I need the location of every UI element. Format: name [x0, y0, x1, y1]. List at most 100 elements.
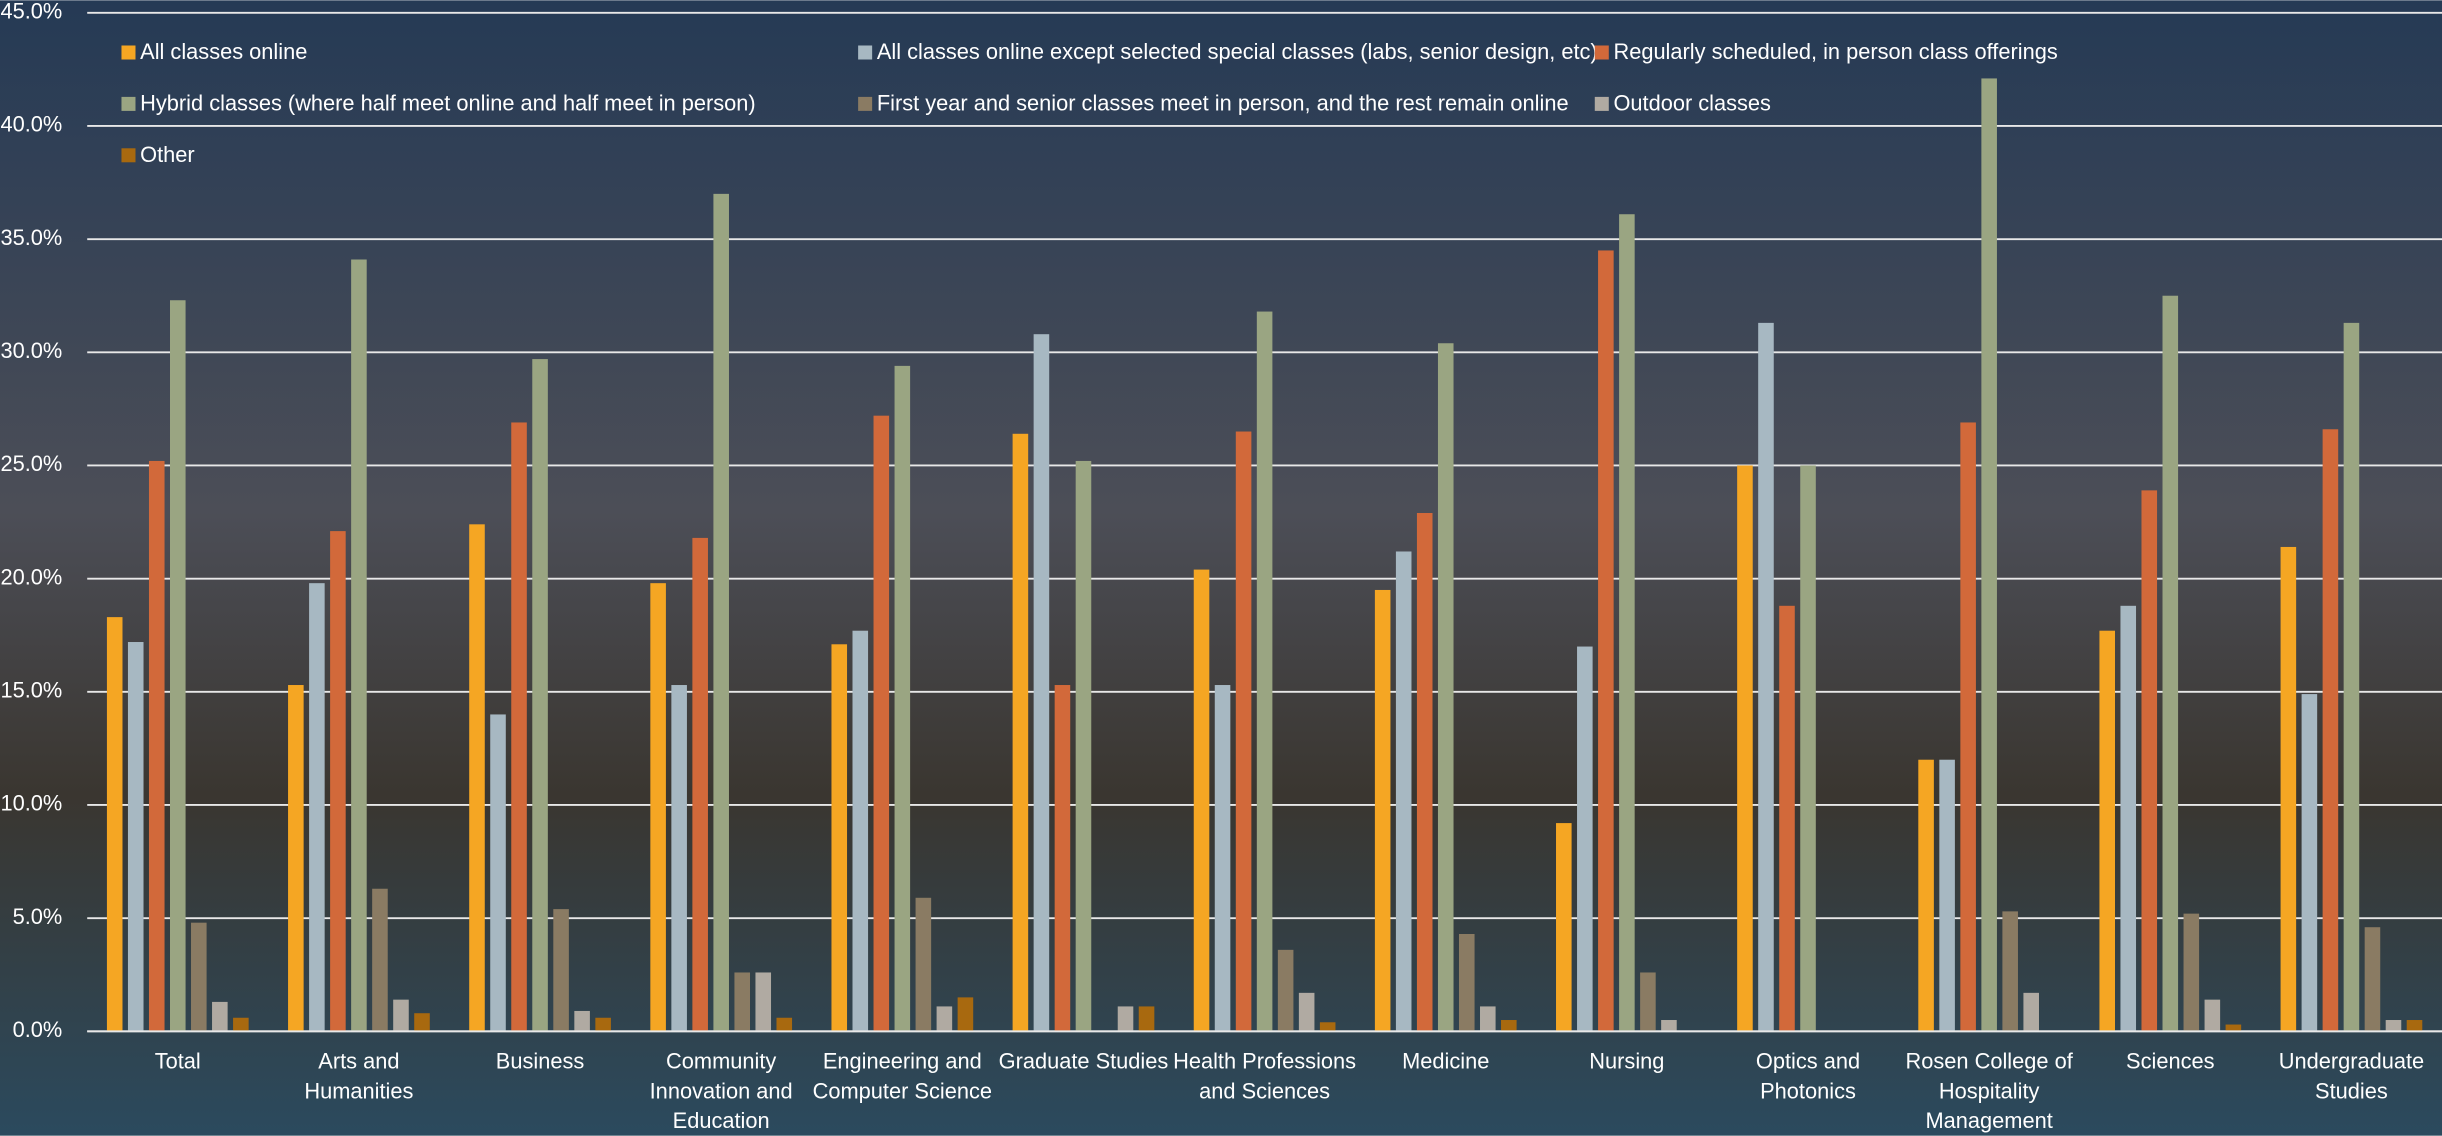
- bar: [511, 422, 527, 1032]
- bar: [1033, 334, 1050, 1032]
- bar: [1556, 823, 1572, 1032]
- bar: [1374, 589, 1391, 1032]
- x-tick-label-box: Arts and Humanities: [304, 1048, 413, 1103]
- x-tick-label: Engineering and Computer Science: [812, 1048, 992, 1103]
- bar: [1395, 551, 1412, 1032]
- legend-label: All classes online: [140, 39, 307, 64]
- bar: [490, 714, 506, 1032]
- bar: [2385, 1020, 2402, 1032]
- bar: [957, 997, 974, 1032]
- bar: [1661, 1020, 1677, 1032]
- bar: [2023, 992, 2039, 1032]
- bar: [1075, 460, 1092, 1032]
- bar: [1012, 433, 1029, 1032]
- bar: [191, 922, 207, 1032]
- x-tick-label-box: Graduate Studies: [999, 1048, 1169, 1073]
- bar: [1319, 1022, 1336, 1032]
- bar: [755, 972, 772, 1032]
- y-tick-label: 35.0%: [0, 225, 62, 250]
- bar: [831, 644, 848, 1032]
- bar: [372, 888, 388, 1032]
- bar: [1960, 422, 1976, 1032]
- bar: [1138, 1006, 1155, 1032]
- x-tick-label-box: Medicine: [1402, 1048, 1490, 1074]
- bar: [2183, 913, 2200, 1032]
- bar: [1981, 78, 1997, 1032]
- bar: [852, 630, 869, 1032]
- bar: [2120, 605, 2137, 1032]
- bar: [936, 1006, 953, 1032]
- bar: [1256, 311, 1273, 1032]
- bar: [873, 415, 890, 1032]
- y-tick-label: 15.0%: [0, 678, 62, 703]
- x-tick-label: Community Innovation and Education: [649, 1048, 793, 1133]
- bar: [1416, 513, 1433, 1032]
- bar: [1277, 949, 1294, 1032]
- bar: [2141, 490, 2158, 1032]
- bar: [127, 642, 144, 1032]
- y-tick-label: 5.0%: [13, 904, 63, 929]
- bar: [1235, 431, 1252, 1032]
- bar: [1918, 759, 1934, 1032]
- bar: [2162, 295, 2179, 1032]
- bar: [1501, 1020, 1517, 1032]
- x-tick-label-box: Nursing: [1589, 1048, 1665, 1074]
- bar: [2280, 546, 2297, 1032]
- bar: [1458, 933, 1475, 1032]
- x-tick-label: Sciences: [2126, 1048, 2215, 1074]
- x-tick-label-box: Engineering and Computer Science: [812, 1048, 992, 1103]
- bar: [1598, 250, 1614, 1032]
- bar: [1577, 646, 1593, 1032]
- legend-label: First year and senior classes meet in pe…: [877, 90, 1569, 115]
- bar: [309, 583, 325, 1032]
- bar: [553, 909, 569, 1032]
- legend-swatch: [858, 96, 873, 111]
- bar: [1298, 992, 1315, 1032]
- bar: [671, 685, 687, 1032]
- x-tick-label-box: Rosen College of Hospitality Management: [1906, 1048, 2073, 1132]
- bar: [2204, 999, 2221, 1032]
- bar: [148, 460, 165, 1032]
- legend-swatch: [121, 148, 136, 163]
- bar: [692, 537, 708, 1032]
- x-tick-label: Nursing: [1589, 1048, 1665, 1074]
- bar: [1117, 1006, 1134, 1032]
- bar: [650, 583, 666, 1032]
- y-tick-label: 10.0%: [0, 791, 62, 816]
- bar: [1737, 465, 1753, 1032]
- legend-label: Other: [140, 142, 195, 167]
- bar: [169, 300, 186, 1032]
- bar: [1779, 605, 1795, 1032]
- x-tick-label-box: Optics and Photonics: [1756, 1048, 1860, 1103]
- x-tick-label: Total: [154, 1048, 201, 1074]
- bar: [1214, 685, 1231, 1032]
- bar: [2322, 429, 2339, 1032]
- y-tick-label: 25.0%: [0, 451, 62, 476]
- bar: [1939, 759, 1955, 1032]
- bar: [1193, 569, 1210, 1032]
- bar: [1800, 465, 1816, 1032]
- y-tick-label: 40.0%: [0, 112, 62, 137]
- bar: [106, 617, 123, 1032]
- bar: [532, 359, 548, 1032]
- x-tick-label: Undergraduate Studies: [2278, 1048, 2425, 1103]
- x-tick-label: Medicine: [1402, 1048, 1490, 1074]
- bar: [233, 1017, 249, 1032]
- bar: [1640, 972, 1656, 1032]
- x-tick-label: Business: [495, 1048, 585, 1074]
- x-tick-label-box: Total: [154, 1048, 201, 1074]
- bar: [1437, 343, 1454, 1032]
- bar: [1480, 1006, 1496, 1032]
- bar: [2225, 1024, 2242, 1032]
- y-tick-label: 45.0%: [0, 0, 62, 24]
- bar: [713, 193, 729, 1032]
- bar: [776, 1017, 793, 1032]
- bar: [734, 972, 751, 1032]
- x-tick-label-box: Community Innovation and Education: [649, 1048, 793, 1133]
- bar: [330, 531, 346, 1032]
- bar: [2364, 927, 2381, 1032]
- legend-swatch: [1594, 45, 1609, 60]
- bar: [2002, 911, 2018, 1032]
- legend-label: Outdoor classes: [1613, 90, 1771, 115]
